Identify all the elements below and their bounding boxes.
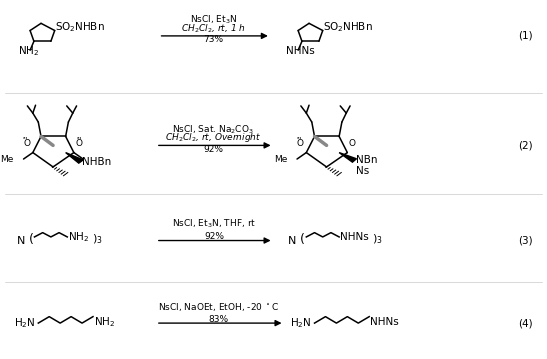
Text: (: ( [300,233,305,246]
Text: 83%: 83% [209,315,229,324]
Text: 73%: 73% [203,35,223,44]
Text: (: ( [28,233,33,246]
Text: ''': ''' [296,136,302,143]
Text: N: N [288,236,296,246]
Text: NsCl, Sat. Na$_2$CO$_3$: NsCl, Sat. Na$_2$CO$_3$ [172,123,254,136]
Text: NH$_2$: NH$_2$ [94,316,115,329]
Text: O: O [23,139,30,148]
Text: (2): (2) [518,140,532,150]
Text: NH$_2$: NH$_2$ [18,45,39,58]
Text: O: O [75,139,83,148]
Text: SO$_2$NHBn: SO$_2$NHBn [323,20,373,34]
Text: Me: Me [274,154,287,164]
Polygon shape [339,153,357,162]
Polygon shape [66,153,83,163]
Text: 92%: 92% [203,145,223,154]
Text: (1): (1) [518,31,532,41]
Text: $)_3$: $)_3$ [372,233,383,246]
Text: ''': ''' [23,136,28,143]
Text: ''': ''' [77,136,82,143]
Text: NHBn: NHBn [82,157,111,167]
Text: NsCl, NaOEt, EtOH, -20 $^\circ$C: NsCl, NaOEt, EtOH, -20 $^\circ$C [158,301,280,313]
Text: (3): (3) [518,236,532,246]
Text: SO$_2$NHBn: SO$_2$NHBn [55,20,104,34]
Text: 92%: 92% [205,232,224,241]
Text: $)_3$: $)_3$ [92,233,103,246]
Text: O: O [349,139,356,148]
Text: H$_2$N: H$_2$N [14,316,35,330]
Text: NsCl, Et$_3$N, THF, rt: NsCl, Et$_3$N, THF, rt [172,218,257,230]
Text: CH$_2$Cl$_2$, rt, Overnight: CH$_2$Cl$_2$, rt, Overnight [165,131,261,144]
Text: NsCl, Et$_3$N: NsCl, Et$_3$N [190,14,237,26]
Text: NHNs: NHNs [340,232,369,242]
Text: N: N [16,236,25,246]
Text: NHNs: NHNs [370,317,399,327]
Text: H$_2$N: H$_2$N [290,316,311,330]
Text: Me: Me [1,154,14,164]
Text: CH$_2$Cl$_2$, rt, 1 h: CH$_2$Cl$_2$, rt, 1 h [181,22,246,35]
Text: (4): (4) [518,318,532,328]
Text: NHNs: NHNs [286,46,315,56]
Text: O: O [296,139,304,148]
Text: Ns: Ns [356,165,369,176]
Text: NBn: NBn [356,155,377,165]
Text: NH$_2$: NH$_2$ [68,230,89,244]
